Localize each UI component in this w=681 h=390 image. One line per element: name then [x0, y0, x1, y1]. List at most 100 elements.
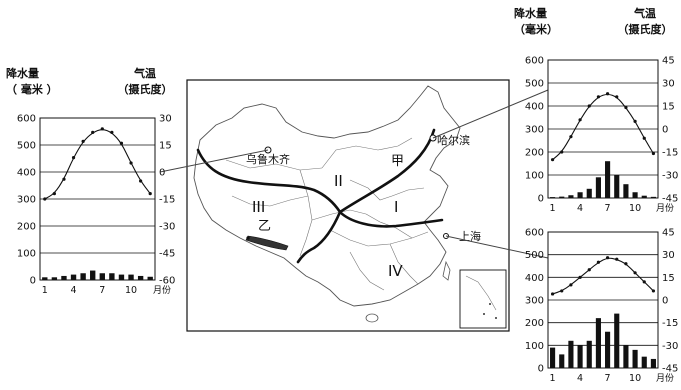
precip-tick-label: 500	[525, 79, 544, 90]
precip-bar-month-6	[90, 270, 96, 280]
precip-bar-month-5	[586, 340, 592, 368]
precip-bar-month-7	[605, 331, 611, 368]
precip-tick-label: 200	[525, 148, 544, 159]
temp-tick-label: 0	[662, 296, 668, 307]
label-harbin: 哈尔滨	[437, 133, 470, 147]
precip-bar-month-2	[559, 354, 565, 368]
temperature-point-month-6	[596, 95, 601, 99]
precip-bar-month-2	[559, 196, 565, 198]
precip-tick-label: 0	[538, 364, 544, 375]
temperature-point-month-8	[615, 257, 619, 261]
temp-tick-label: -30	[662, 341, 678, 352]
x-tick-label: 10	[125, 285, 137, 296]
precip-tick-label: 300	[17, 195, 36, 206]
temperature-point-month-12	[651, 151, 656, 156]
precip-bar-month-5	[586, 188, 592, 198]
precip-tick-label: 0	[30, 276, 36, 287]
connector-urumqi	[159, 149, 269, 173]
temperature-point-month-4	[578, 118, 582, 122]
temperature-point-month-9	[624, 262, 628, 266]
precip-bar-month-11	[641, 195, 647, 198]
precip-bar-month-11	[137, 275, 144, 280]
temperature-point-month-4	[578, 275, 582, 279]
temp-tick-label: 15	[159, 141, 172, 152]
temperature-curve	[44, 129, 151, 200]
x-tick-label: 1	[550, 373, 556, 384]
temp-tick-label: -30	[662, 171, 678, 182]
precip-tick-label: 100	[525, 171, 544, 182]
temperature-point-month-8	[110, 130, 114, 134]
x-tick-label: 10	[629, 373, 641, 384]
precip-bar-month-4	[70, 274, 77, 280]
climate-chart-shanghai: 600 500 400 300 200 100 0 45 30 15 0 -15 -30 -45 1 4 7 10…	[525, 228, 678, 385]
temp-tick-label: 45	[662, 56, 675, 67]
precip-bar-month-9	[118, 274, 125, 280]
precip-bar-month-1	[550, 347, 556, 368]
temp-tick-label: 30	[662, 79, 675, 90]
temperature-point-month-6	[596, 260, 601, 264]
precip-bar-month-3	[568, 195, 574, 198]
temperature-curve	[552, 93, 654, 161]
temp-tick-label: 15	[662, 273, 675, 284]
temperature-point-month-12	[148, 192, 152, 196]
x-tick-label: 1	[42, 285, 48, 296]
precip-bar-month-12	[147, 276, 153, 280]
chart-top-right-temp-title: 气温 （摄氏度）	[617, 7, 673, 36]
china-map: 乌鲁木齐 哈尔滨 上海 甲 乙 I II III IV	[186, 79, 510, 332]
precip-bar-month-8	[614, 175, 620, 198]
temp-tick-label: 45	[662, 228, 675, 239]
temperature-point-month-6	[91, 130, 95, 134]
china-outline	[193, 85, 461, 307]
temperature-point-month-11	[139, 179, 143, 183]
label-yi: 乙	[258, 219, 271, 234]
temperature-point-month-1	[43, 197, 47, 201]
boundary-qinling	[338, 210, 444, 228]
temp-tick-label: -45	[159, 249, 175, 260]
temperature-point-month-7	[100, 127, 104, 131]
label-jia: 甲	[391, 154, 404, 169]
precip-bar-month-1	[550, 197, 556, 198]
precip-tick-label: 300	[525, 125, 544, 136]
precip-tick-label: 400	[525, 273, 544, 284]
temperature-point-month-7	[605, 256, 610, 260]
label-region-3: III	[252, 198, 265, 216]
climate-chart-urumqi: 600 500 400 300 200 100 0 30 15 0 -15 -30 -45 -60 1 4 7 1…	[17, 114, 175, 297]
region-boundaries	[196, 128, 444, 264]
chart-left-temp-title: 气温 （摄氏度）	[117, 67, 173, 96]
temperature-point-month-4	[71, 156, 76, 160]
x-tick-label: 10	[629, 203, 641, 214]
precip-bar-month-9	[623, 184, 629, 198]
precip-bar-month-3	[61, 275, 67, 280]
precip-bar-month-10	[632, 192, 638, 198]
precip-bar-month-6	[595, 177, 601, 198]
connector-harbin	[432, 89, 549, 139]
x-tick-label: 月份	[656, 202, 674, 214]
x-tick-label: 7	[605, 373, 611, 384]
x-tick-label: 4	[71, 285, 77, 296]
temp-tick-label: 0	[159, 168, 165, 179]
precip-bar-month-6	[595, 318, 601, 368]
temperature-point-month-10	[129, 161, 133, 165]
temperature-point-month-1	[550, 158, 555, 162]
temperature-point-month-2	[560, 150, 564, 154]
precip-bar-month-7	[605, 161, 611, 198]
temperature-point-month-3	[569, 283, 573, 287]
boundary-northwest	[196, 148, 342, 214]
temperature-point-month-10	[633, 119, 637, 123]
precip-bar-month-10	[128, 274, 134, 280]
precip-bar-month-8	[109, 273, 115, 280]
x-tick-label: 月份	[656, 372, 674, 384]
temperature-point-month-9	[624, 105, 628, 110]
x-tick-label: 4	[577, 203, 583, 214]
precip-tick-label: 500	[525, 250, 544, 261]
x-tick-label: 7	[99, 285, 105, 296]
temp-tick-label: -45	[662, 194, 678, 205]
temp-tick-label: -45	[662, 364, 678, 375]
precip-tick-label: 200	[525, 318, 544, 329]
precip-bar-month-8	[614, 313, 620, 368]
temperature-point-month-5	[587, 104, 591, 108]
precip-bar-month-2	[51, 277, 58, 280]
boundary-qinghai-tibet	[296, 210, 342, 264]
precip-tick-label: 600	[525, 228, 544, 239]
